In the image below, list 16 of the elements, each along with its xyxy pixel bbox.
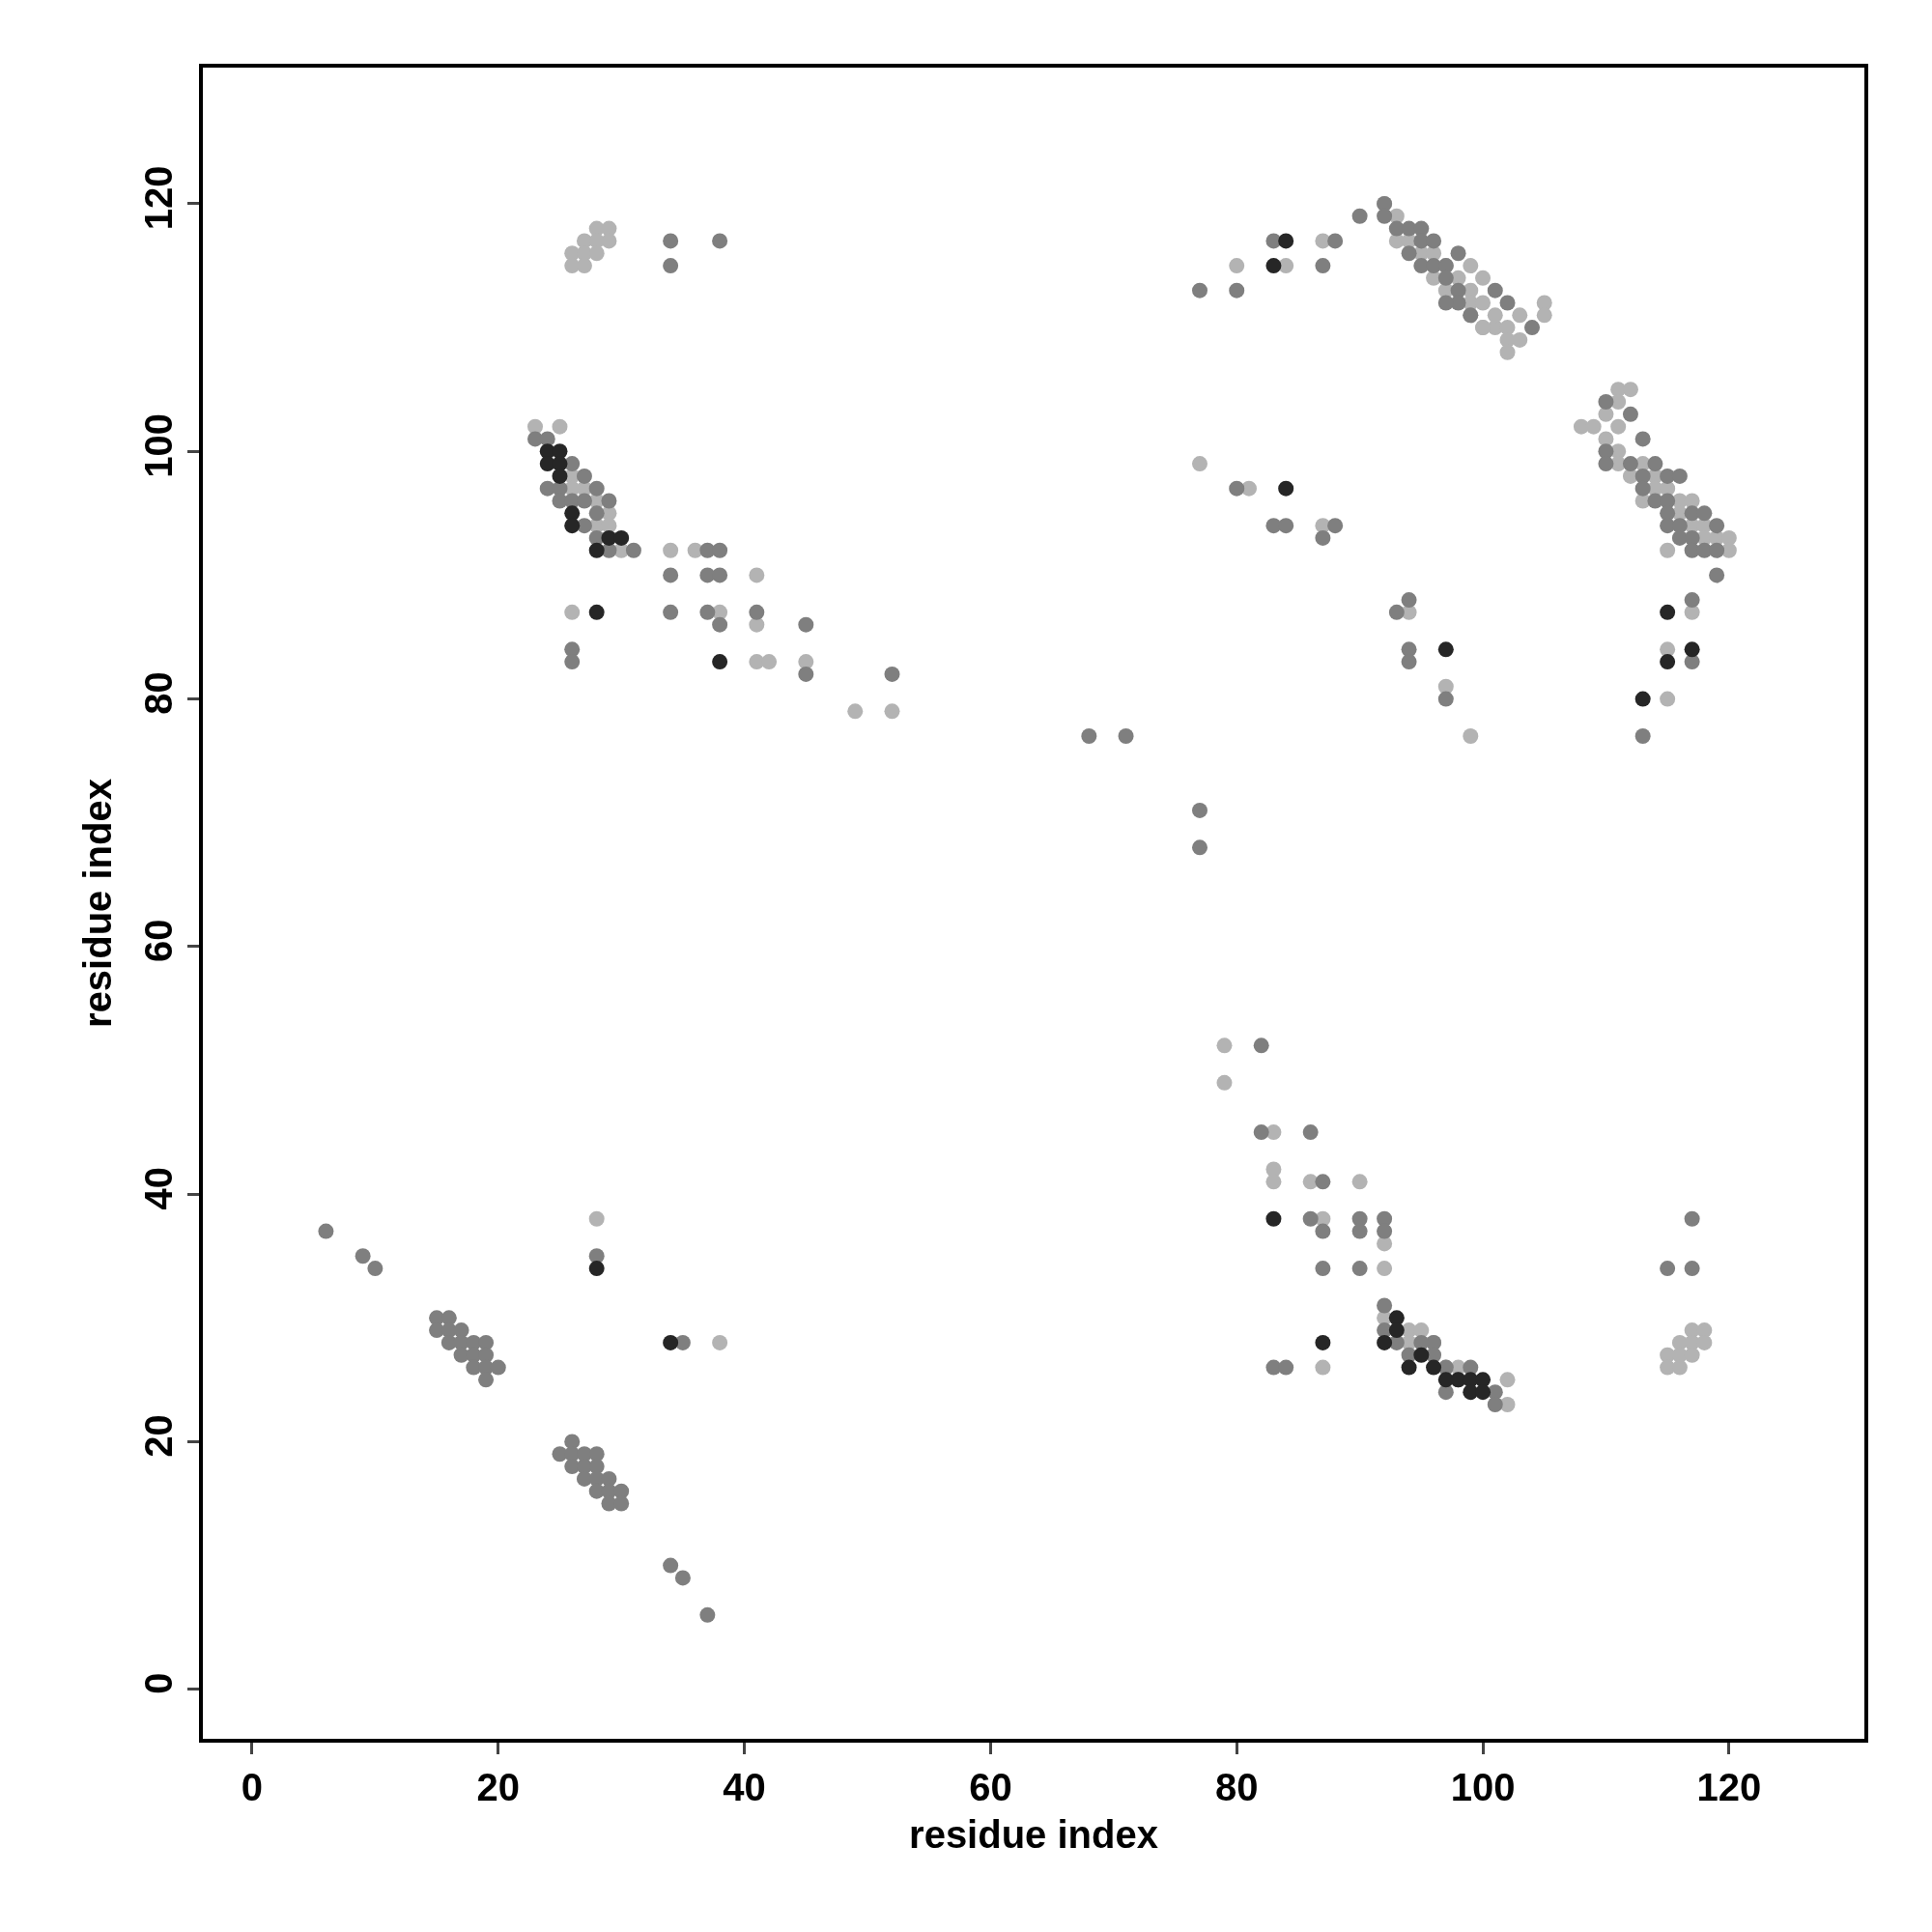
y-tick-label: 120 bbox=[137, 165, 180, 231]
x-tick-label: 80 bbox=[1214, 1766, 1259, 1808]
y-tick-label: 100 bbox=[137, 412, 180, 478]
x-tick-label: 100 bbox=[1450, 1766, 1516, 1808]
y-tick-label: 60 bbox=[137, 919, 180, 963]
y-axis-title: residue index bbox=[76, 779, 119, 1028]
x-tick-label: 20 bbox=[476, 1766, 521, 1808]
x-axis-title: residue index bbox=[909, 1813, 1158, 1856]
x-tick-label: 60 bbox=[969, 1766, 1012, 1808]
y-tick-label: 0 bbox=[137, 1672, 180, 1694]
y-tick-label: 80 bbox=[137, 671, 180, 715]
y-tick-label: 20 bbox=[137, 1414, 180, 1458]
x-tick-label: 0 bbox=[241, 1766, 264, 1808]
y-tick-label: 40 bbox=[137, 1166, 180, 1210]
x-tick-label: 120 bbox=[1696, 1766, 1762, 1808]
x-tick-label: 40 bbox=[723, 1766, 766, 1808]
